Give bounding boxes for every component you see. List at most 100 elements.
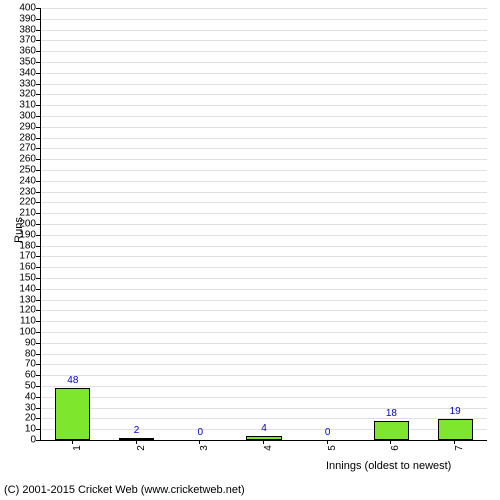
ytick-mark bbox=[36, 332, 40, 333]
gridline bbox=[41, 310, 487, 311]
ytick-mark bbox=[36, 343, 40, 344]
ytick-label: 340 bbox=[19, 67, 36, 78]
gridline bbox=[41, 51, 487, 52]
bar bbox=[438, 419, 473, 440]
y-axis-label: Runs bbox=[13, 217, 25, 243]
xtick-mark bbox=[263, 440, 264, 444]
ytick-mark bbox=[36, 429, 40, 430]
ytick-label: 80 bbox=[25, 348, 36, 359]
gridline bbox=[41, 73, 487, 74]
xtick-mark bbox=[454, 440, 455, 444]
ytick-mark bbox=[36, 278, 40, 279]
ytick-mark bbox=[36, 40, 40, 41]
ytick-label: 310 bbox=[19, 100, 36, 111]
ytick-mark bbox=[36, 224, 40, 225]
ytick-label: 390 bbox=[19, 13, 36, 24]
ytick-mark bbox=[36, 73, 40, 74]
chart-container: 4820401819 01020304050607080901001101201… bbox=[0, 0, 500, 500]
bar-value-label: 2 bbox=[134, 425, 140, 436]
ytick-label: 20 bbox=[25, 413, 36, 424]
ytick-mark bbox=[36, 246, 40, 247]
gridline bbox=[41, 267, 487, 268]
xtick-mark bbox=[199, 440, 200, 444]
ytick-mark bbox=[36, 256, 40, 257]
bar-value-label: 4 bbox=[261, 423, 267, 434]
ytick-mark bbox=[36, 310, 40, 311]
ytick-label: 140 bbox=[19, 283, 36, 294]
gridline bbox=[41, 84, 487, 85]
ytick-label: 100 bbox=[19, 327, 36, 338]
gridline bbox=[41, 246, 487, 247]
gridline bbox=[41, 138, 487, 139]
gridline bbox=[41, 202, 487, 203]
xtick-label: 6 bbox=[390, 445, 401, 451]
bar bbox=[374, 421, 409, 440]
ytick-label: 40 bbox=[25, 391, 36, 402]
ytick-label: 120 bbox=[19, 305, 36, 316]
gridline bbox=[41, 386, 487, 387]
ytick-label: 230 bbox=[19, 186, 36, 197]
gridline bbox=[41, 224, 487, 225]
gridline bbox=[41, 105, 487, 106]
gridline bbox=[41, 332, 487, 333]
ytick-label: 220 bbox=[19, 197, 36, 208]
xtick-label: 2 bbox=[136, 445, 147, 451]
xtick-label: 7 bbox=[454, 445, 465, 451]
bar-value-label: 0 bbox=[325, 427, 331, 438]
bar-value-label: 18 bbox=[386, 408, 397, 419]
ytick-mark bbox=[36, 364, 40, 365]
ytick-label: 300 bbox=[19, 111, 36, 122]
ytick-label: 290 bbox=[19, 121, 36, 132]
ytick-mark bbox=[36, 418, 40, 419]
gridline bbox=[41, 40, 487, 41]
ytick-label: 170 bbox=[19, 251, 36, 262]
gridline bbox=[41, 192, 487, 193]
ytick-mark bbox=[36, 267, 40, 268]
ytick-mark bbox=[36, 181, 40, 182]
ytick-label: 150 bbox=[19, 273, 36, 284]
xtick-label: 4 bbox=[263, 445, 274, 451]
ytick-label: 110 bbox=[20, 316, 36, 327]
gridline bbox=[41, 148, 487, 149]
gridline bbox=[41, 8, 487, 9]
gridline bbox=[41, 235, 487, 236]
ytick-mark bbox=[36, 19, 40, 20]
ytick-label: 360 bbox=[19, 46, 36, 57]
gridline bbox=[41, 127, 487, 128]
x-axis-label: Innings (oldest to newest) bbox=[326, 460, 451, 472]
ytick-mark bbox=[36, 408, 40, 409]
ytick-mark bbox=[36, 300, 40, 301]
gridline bbox=[41, 375, 487, 376]
gridline bbox=[41, 408, 487, 409]
ytick-mark bbox=[36, 170, 40, 171]
ytick-label: 30 bbox=[25, 402, 36, 413]
ytick-label: 10 bbox=[25, 424, 36, 435]
ytick-mark bbox=[36, 116, 40, 117]
ytick-mark bbox=[36, 289, 40, 290]
ytick-label: 250 bbox=[19, 165, 36, 176]
xtick-mark bbox=[136, 440, 137, 444]
xtick-label: 1 bbox=[72, 445, 83, 451]
ytick-mark bbox=[36, 235, 40, 236]
ytick-label: 70 bbox=[25, 359, 36, 370]
bar-value-label: 19 bbox=[450, 406, 461, 417]
ytick-mark bbox=[36, 30, 40, 31]
gridline bbox=[41, 278, 487, 279]
xtick-label: 5 bbox=[327, 445, 338, 451]
gridline bbox=[41, 300, 487, 301]
ytick-label: 380 bbox=[19, 24, 36, 35]
gridline bbox=[41, 321, 487, 322]
ytick-mark bbox=[36, 62, 40, 63]
gridline bbox=[41, 62, 487, 63]
gridline bbox=[41, 116, 487, 117]
xtick-mark bbox=[390, 440, 391, 444]
bar-value-label: 48 bbox=[67, 375, 78, 386]
ytick-label: 270 bbox=[19, 143, 36, 154]
gridline bbox=[41, 181, 487, 182]
ytick-mark bbox=[36, 8, 40, 9]
ytick-mark bbox=[36, 84, 40, 85]
ytick-mark bbox=[36, 321, 40, 322]
gridline bbox=[41, 30, 487, 31]
copyright-text: (C) 2001-2015 Cricket Web (www.cricketwe… bbox=[4, 484, 245, 496]
ytick-label: 260 bbox=[19, 154, 36, 165]
